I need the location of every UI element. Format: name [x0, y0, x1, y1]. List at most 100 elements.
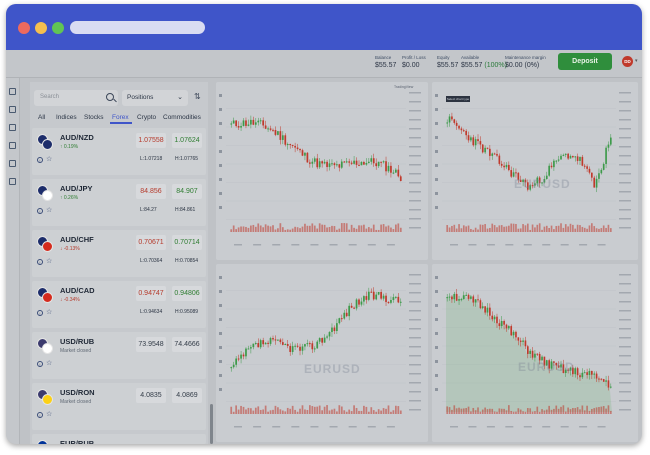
drawing-tool-icon[interactable] — [219, 136, 222, 139]
buy-price-button[interactable]: 74.4666 — [172, 337, 202, 352]
watchlist-scrollbar[interactable] — [210, 404, 213, 444]
drawing-tool-icon[interactable] — [219, 122, 222, 125]
star-icon[interactable]: ☆ — [46, 156, 53, 163]
info-icon[interactable]: i — [37, 310, 43, 316]
drawing-tool-icon[interactable] — [435, 388, 438, 391]
address-bar[interactable] — [70, 21, 205, 34]
chart-panel-1[interactable]: TradingView — [216, 82, 428, 260]
search-icon[interactable] — [106, 93, 114, 101]
tab-crypto[interactable]: Crypto — [137, 114, 157, 121]
drawing-tool-icon[interactable] — [435, 150, 438, 153]
drawing-tool-icon[interactable] — [219, 192, 222, 195]
wallet-icon[interactable] — [9, 124, 16, 131]
chart-panel-3[interactable]: EURUSD — [216, 264, 428, 442]
drawing-tool-icon[interactable] — [435, 346, 438, 349]
drawing-tool-icon[interactable] — [219, 304, 222, 307]
maximize-window-button[interactable] — [52, 22, 64, 34]
buy-price-button[interactable]: 4.0869 — [172, 388, 202, 403]
chart-panel-4[interactable]: EURUSD — [432, 264, 638, 442]
tab-indices[interactable]: Indices — [56, 114, 77, 121]
positions-select[interactable]: Positions ⌄ — [122, 90, 188, 106]
drawing-tool-icon[interactable] — [219, 164, 222, 167]
candlestick-chart[interactable] — [432, 264, 638, 442]
star-icon[interactable]: ☆ — [46, 309, 53, 316]
drawing-tool-icon[interactable] — [435, 108, 438, 111]
drawing-tool-icon[interactable] — [219, 388, 222, 391]
tab-forex[interactable]: Forex — [112, 114, 129, 121]
drawing-tool-icon[interactable] — [435, 136, 438, 139]
filter-icon[interactable]: ⇅ — [194, 92, 201, 101]
close-window-button[interactable] — [18, 22, 30, 34]
candlestick-chart[interactable] — [216, 264, 428, 442]
chart-panel-2[interactable]: Select chart type EURUSD — [432, 82, 638, 260]
candlestick-chart[interactable] — [216, 82, 428, 260]
tab-all[interactable]: All — [38, 114, 46, 121]
buy-price-button[interactable]: 0.94806 — [172, 286, 202, 301]
instrument-card[interactable]: EUR/RUB — [32, 434, 206, 444]
star-icon[interactable]: ☆ — [46, 411, 53, 418]
tab-commodities[interactable]: Commodities — [163, 114, 201, 121]
calendar-icon[interactable] — [9, 160, 16, 167]
drawing-tool-icon[interactable] — [435, 360, 438, 363]
chart-icon[interactable] — [9, 88, 16, 95]
drawing-tool-icon[interactable] — [219, 318, 222, 321]
drawing-tool-icon[interactable] — [435, 94, 438, 97]
instrument-card[interactable]: AUD/CAD ↓ -0.34% 0.94747 0.94806 i ☆ L:0.94634… — [32, 281, 206, 328]
star-icon[interactable]: ☆ — [46, 207, 53, 214]
drawing-tool-icon[interactable] — [435, 192, 438, 195]
sell-price-button[interactable]: 1.07558 — [136, 133, 166, 148]
tab-stocks[interactable]: Stocks — [84, 114, 104, 121]
drawing-tool-icon[interactable] — [219, 360, 222, 363]
drawing-tool-icon[interactable] — [435, 290, 438, 293]
document-icon[interactable] — [9, 178, 16, 185]
minimize-window-button[interactable] — [35, 22, 47, 34]
sell-price-button[interactable]: 84.856 — [136, 184, 166, 199]
sell-price-button[interactable]: 73.9548 — [136, 337, 166, 352]
candlestick-chart[interactable] — [432, 82, 638, 260]
drawing-tool-icon[interactable] — [219, 374, 222, 377]
star-icon[interactable]: ☆ — [46, 258, 53, 265]
sell-price-button[interactable]: 4.0835 — [136, 388, 166, 403]
drawing-tool-icon[interactable] — [435, 122, 438, 125]
drawing-tool-icon[interactable] — [435, 304, 438, 307]
drawing-tool-icon[interactable] — [219, 178, 222, 181]
briefcase-icon[interactable] — [9, 106, 16, 113]
chevron-down-icon[interactable]: ▾ — [635, 58, 638, 64]
info-icon[interactable]: i — [37, 259, 43, 265]
candle-body — [311, 161, 314, 164]
instrument-card[interactable]: AUD/JPY ↑ 0.26% 84.856 84.907 i ☆ L:84.27 H:84.… — [32, 179, 206, 226]
drawing-tool-icon[interactable] — [219, 346, 222, 349]
info-icon[interactable]: i — [37, 361, 43, 367]
info-icon[interactable]: i — [37, 412, 43, 418]
drawing-tool-icon[interactable] — [219, 290, 222, 293]
instrument-card[interactable]: AUD/NZD ↑ 0.19% 1.07558 1.07624 i ☆ L:1.07218 H… — [32, 128, 206, 175]
drawing-tool-icon[interactable] — [219, 150, 222, 153]
deposit-button[interactable]: Deposit — [558, 53, 612, 70]
drawing-tool-icon[interactable] — [219, 332, 222, 335]
buy-price-button[interactable]: 0.70714 — [172, 235, 202, 250]
drawing-tool-icon[interactable] — [435, 318, 438, 321]
avatar[interactable]: DD — [622, 56, 633, 67]
drawing-tool-icon[interactable] — [435, 374, 438, 377]
history-icon[interactable] — [9, 142, 16, 149]
drawing-tool-icon[interactable] — [219, 108, 222, 111]
drawing-tool-icon[interactable] — [435, 206, 438, 209]
buy-price-button[interactable]: 84.907 — [172, 184, 202, 199]
drawing-tool-icon[interactable] — [435, 178, 438, 181]
drawing-tool-icon[interactable] — [219, 276, 222, 279]
buy-price-button[interactable]: 1.07624 — [172, 133, 202, 148]
sell-price-button[interactable]: 0.94747 — [136, 286, 166, 301]
search-input[interactable]: Search — [34, 90, 118, 106]
instrument-card[interactable]: USD/RON Market closed 4.0835 4.0869 i ☆ — [32, 383, 206, 430]
drawing-tool-icon[interactable] — [435, 276, 438, 279]
sell-price-button[interactable]: 0.70671 — [136, 235, 166, 250]
drawing-tool-icon[interactable] — [435, 164, 438, 167]
info-icon[interactable]: i — [37, 157, 43, 163]
instrument-card[interactable]: USD/RUB Market closed 73.9548 74.4666 i ☆ — [32, 332, 206, 379]
star-icon[interactable]: ☆ — [46, 360, 53, 367]
drawing-tool-icon[interactable] — [219, 206, 222, 209]
drawing-tool-icon[interactable] — [219, 94, 222, 97]
info-icon[interactable]: i — [37, 208, 43, 214]
drawing-tool-icon[interactable] — [435, 332, 438, 335]
instrument-card[interactable]: AUD/CHF ↓ -0.13% 0.70671 0.70714 i ☆ L:0.70364… — [32, 230, 206, 277]
